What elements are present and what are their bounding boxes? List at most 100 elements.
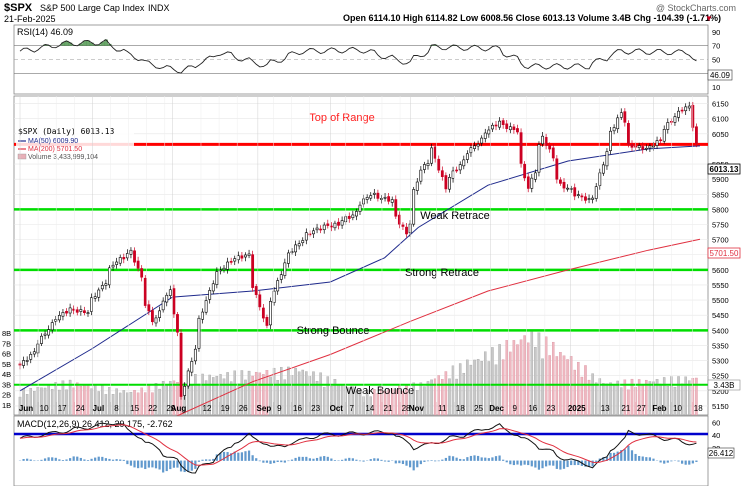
macd-histogram-bar [87,460,89,461]
candle-body [538,145,540,173]
volume-bar [484,352,486,415]
macd-histogram-bar [248,451,250,461]
candle-body [323,225,325,230]
candle-body [359,205,361,211]
x-tick-label: Nov [409,404,425,413]
x-tick-label: 10 [673,404,682,413]
candle-body [309,234,311,235]
candle-body [663,129,665,141]
x-tick-label: 13 [601,404,610,413]
candle-body [341,221,343,226]
macd-histogram-bar [237,453,239,461]
candle-body [524,164,526,178]
macd-histogram-bar [692,461,694,464]
macd-histogram-bar [488,458,490,461]
volume-bar [327,377,329,415]
candle-body [348,216,350,218]
candle-body [237,256,239,260]
candle-body [441,171,443,177]
macd-histogram-bar [119,460,121,461]
macd-histogram-bar [438,461,440,462]
chart-date: 21-Feb-2025 [4,14,56,24]
candle-body [141,268,143,277]
macd-histogram-bar [101,457,103,461]
macd-histogram-bar [352,458,354,461]
macd-histogram-bar [298,457,300,461]
price-tick-label: 5750 [712,221,729,230]
x-tick-label: 7 [350,404,355,413]
macd-histogram-bar [473,455,475,461]
candle-body [456,170,458,171]
macd-tick-label: 40 [712,431,720,440]
macd-histogram-bar [273,461,275,464]
macd-histogram-bar [498,456,500,461]
volume-bar [541,359,543,415]
candle-body [244,255,246,257]
candle-body [312,231,314,234]
x-tick-label: 8 [114,404,119,413]
macd-histogram-bar [524,461,526,465]
candle-body [291,252,293,253]
macd-histogram-bar [51,457,53,460]
candle-body [133,251,135,262]
macd-histogram-bar [30,460,32,461]
candle-body [534,173,536,179]
legend-volume: Volume 3,433,999,104 [28,154,98,161]
candle-body [201,312,203,319]
macd-histogram-bar [284,461,286,463]
price-tick-label: 5850 [712,190,729,199]
candle-body [51,323,53,330]
candle-body [452,171,454,178]
x-tick-label: 27 [637,404,646,413]
macd-histogram-bar [380,460,382,461]
candle-body [552,148,554,158]
candle-body [581,196,583,197]
candle-body [463,160,465,166]
x-tick-label: 12 [203,404,212,413]
candle-body [284,263,286,276]
price-tick-label: 6050 [712,130,729,139]
candle-body [277,281,279,291]
candle-body [541,136,543,144]
candle-body [26,360,28,361]
volume-bar [559,352,561,415]
volume-bar [87,385,89,415]
volume-bar [362,397,364,415]
x-tick-label: Feb [652,404,666,413]
candle-body [173,289,175,314]
macd-histogram-bar [341,460,343,461]
x-tick-label: Jun [19,404,33,413]
candle-body [148,305,150,311]
candle-body [65,311,67,313]
candle-body [638,146,640,148]
macd-histogram-bar [345,459,347,461]
volume-bar [158,389,160,415]
macd-histogram-bar [205,459,207,460]
candle-body [495,125,497,126]
macd-histogram-bar [330,459,332,461]
macd-histogram-bar [484,458,486,461]
volume-bar [323,387,325,415]
macd-histogram-bar [201,460,203,461]
candle-body [287,253,289,263]
candle-body [205,301,207,313]
candle-body [266,317,268,325]
candle-body [373,193,375,194]
macd-histogram-bar [266,461,268,463]
macd-histogram-bar [552,461,554,466]
candle-body [470,148,472,153]
candle-body [144,278,146,305]
macd-histogram-bar [563,461,565,469]
macd-histogram-bar [384,461,386,462]
candle-body [105,284,107,286]
macd-histogram-bar [133,461,135,468]
candle-body [87,313,89,314]
macd-histogram-bar [660,461,662,463]
candle-body [377,193,379,198]
volume-bar [191,386,193,415]
candle-body [294,245,296,252]
volume-bar [119,393,121,415]
candle-body [248,254,250,256]
candle-body [649,146,651,148]
